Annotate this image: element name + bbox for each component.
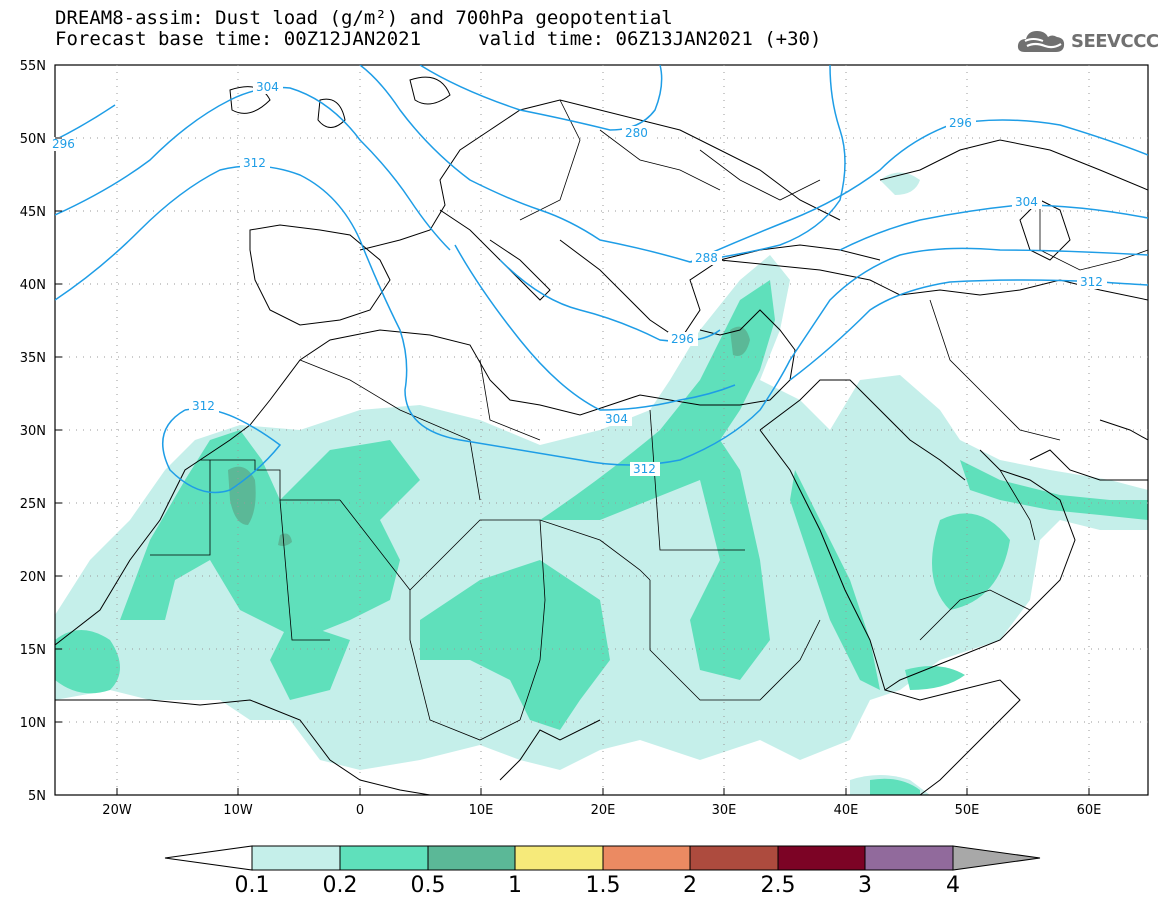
contour-label: 296 [671, 332, 694, 346]
lat-label: 45N [20, 205, 46, 220]
logo-text: SEEVCCC [1071, 30, 1159, 52]
country-borders [150, 99, 1148, 741]
contour-labels: 304 280 296 312 288 296 304 312 296 304 … [52, 80, 1107, 476]
lon-label: 60E [1077, 803, 1102, 818]
chart-title-line2: Forecast base time: 00Z12JAN2021 valid t… [55, 28, 822, 50]
lat-label: 30N [20, 424, 46, 439]
axis-ticks [55, 64, 1090, 796]
lat-label: 10N [20, 716, 46, 731]
contour-label: 296 [949, 116, 972, 130]
contour-label: 312 [192, 399, 215, 413]
lat-label: 5N [28, 789, 46, 804]
seevccc-logo: SEEVCCC [1015, 26, 1159, 56]
chart-title-line1: DREAM8-assim: Dust load (g/m²) and 700hP… [55, 7, 673, 29]
lon-label: 0 [356, 803, 364, 818]
lon-label: 20E [591, 803, 616, 818]
contour-label: 312 [633, 462, 656, 476]
contour-label: 280 [625, 126, 648, 140]
lon-label: 50E [955, 803, 980, 818]
longitude-labels: 20W 10W 0 10E 20E 30E 40E 50E 60E [102, 803, 1101, 818]
dust-dense-areas [228, 326, 750, 546]
contour-label: 288 [695, 251, 718, 265]
contour-label: 304 [605, 412, 628, 426]
lat-label: 20N [20, 570, 46, 585]
lat-label: 55N [20, 59, 46, 74]
latitude-labels: 55N 50N 45N 40N 35N 30N 25N 20N 15N 10N … [20, 59, 46, 804]
lon-label: 10W [223, 803, 253, 818]
lat-label: 25N [20, 497, 46, 512]
lat-label: 40N [20, 278, 46, 293]
lon-label: 10E [469, 803, 494, 818]
lon-label: 40E [834, 803, 859, 818]
contour-label: 296 [52, 137, 75, 151]
geopotential-contours [55, 65, 1148, 494]
contour-label: 304 [1015, 195, 1038, 209]
contour-label: 312 [243, 156, 266, 170]
contour-label: 312 [1080, 275, 1103, 289]
dust-field [55, 172, 1148, 795]
lat-label: 15N [20, 643, 46, 658]
lat-label: 50N [20, 132, 46, 147]
contour-label: 304 [256, 80, 279, 94]
lon-label: 30E [712, 803, 737, 818]
lat-label: 35N [20, 351, 46, 366]
lon-label: 20W [102, 803, 132, 818]
graticule [55, 65, 1148, 795]
cloud-icon [1017, 31, 1065, 52]
